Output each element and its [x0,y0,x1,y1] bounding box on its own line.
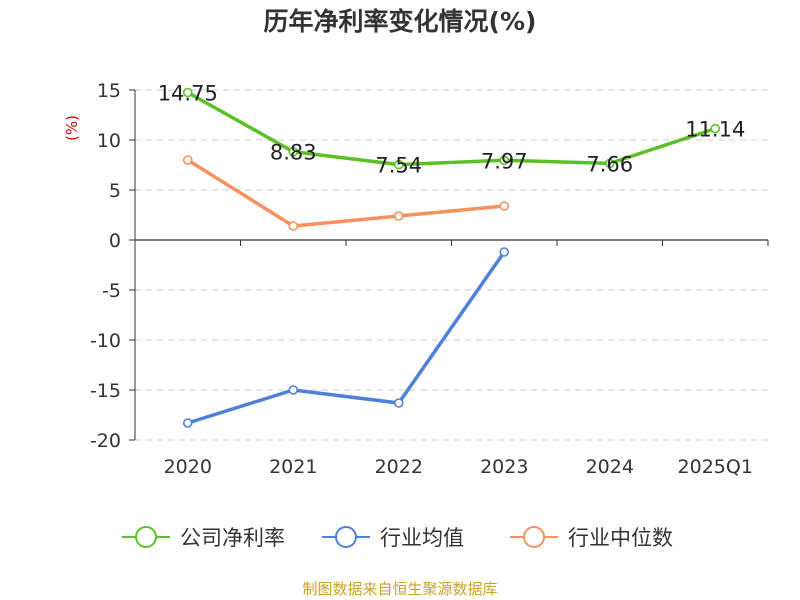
data-point[interactable] [288,385,299,395]
x-tick-label: 2021 [269,456,317,478]
source-footer: 制图数据来自恒生聚源数据库 [302,580,498,598]
legend-marker [335,526,357,548]
data-point[interactable] [393,211,404,221]
data-point[interactable] [288,146,299,157]
series-line [186,90,716,167]
series-line [187,250,506,425]
y-axis-label: (%) [63,115,81,141]
legend-label: 行业中位数 [568,526,673,550]
legend-label: 行业均值 [380,526,464,550]
data-point[interactable] [288,221,299,231]
data-point[interactable] [499,155,510,166]
data-point[interactable] [710,123,721,134]
legend-label: 公司净利率 [180,526,285,550]
y-tick-label: -5 [102,280,121,302]
data-point[interactable] [604,158,615,169]
series-line [186,158,505,228]
axis-layer: 15 10 5 0 -5 -10 -15 -20 2020 2021 2022 2023 2024 202… [90,80,769,478]
x-tick-label: 2025Q1 [678,456,753,478]
x-tick-label: 2023 [480,456,528,478]
data-point[interactable] [499,247,510,257]
data-label: 7.54 [375,154,422,178]
data-label: 7.66 [586,152,633,176]
y-tick-label: -20 [90,430,121,452]
legend-item[interactable]: 行业均值 [322,526,464,550]
data-point[interactable] [182,155,193,165]
y-tick-label: 15 [97,80,121,102]
data-point[interactable] [499,201,510,211]
legend-item[interactable]: 行业中位数 [510,526,673,550]
label-layer: 14.75 8.83 7.54 7.97 7.66 11.14 [158,82,746,178]
data-point[interactable] [182,418,193,428]
legend-marker [523,526,545,548]
data-point[interactable] [393,398,404,408]
data-label: 11.14 [685,118,745,142]
series-layer [182,87,721,428]
chart-title: 历年净利率变化情况(%) [263,7,537,36]
y-tick-label: 0 [109,230,121,252]
x-tick-label: 2020 [164,456,212,478]
y-tick-label: -15 [90,380,121,402]
x-tick-label: 2022 [375,456,423,478]
legend-item[interactable]: 公司净利率 [122,526,285,550]
data-point[interactable] [393,159,404,170]
data-label: 7.97 [481,149,528,173]
legend: 公司净利率 行业均值 行业中位数 [122,526,673,550]
x-tick-label: 2024 [586,456,634,478]
data-point[interactable] [182,87,193,98]
y-tick-label: 10 [97,130,121,152]
y-tick-label: -10 [90,330,121,352]
data-label: 14.75 [158,82,218,106]
y-tick-label: 5 [109,180,121,202]
data-label: 8.83 [270,141,317,165]
legend-marker [135,526,157,548]
